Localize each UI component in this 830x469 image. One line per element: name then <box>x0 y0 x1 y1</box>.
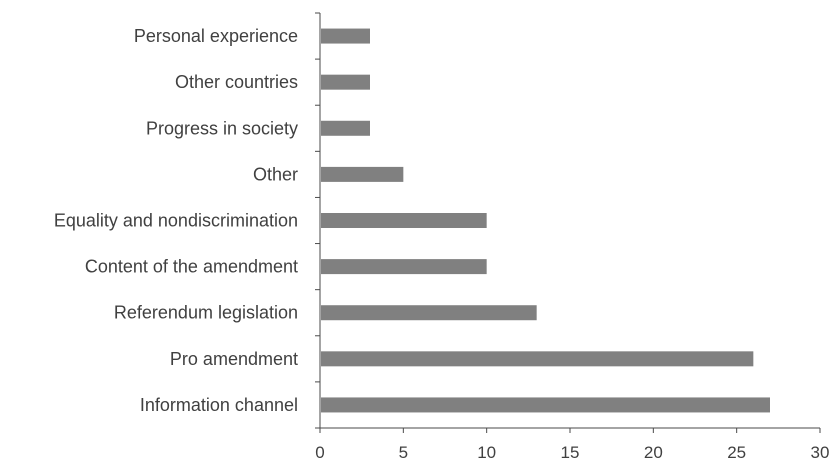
category-label: Other <box>253 164 298 184</box>
bar-equality-and-nondiscrimination <box>321 213 487 228</box>
category-label: Personal experience <box>134 26 298 46</box>
bar-referendum-legislation <box>321 305 537 321</box>
category-label: Pro amendment <box>170 349 298 369</box>
category-label: Other countries <box>175 72 298 92</box>
bar-content-of-the-amendment <box>321 259 487 275</box>
labels: Personal experience Other countries Progre… <box>54 26 830 462</box>
x-tick-label: 15 <box>561 443 580 462</box>
bar-personal-experience <box>321 28 370 44</box>
bar-other-countries <box>321 74 370 90</box>
category-label: Referendum legislation <box>114 303 298 323</box>
x-tick-label: 5 <box>399 443 408 462</box>
bars <box>321 28 770 413</box>
x-tick-label: 30 <box>811 443 830 462</box>
category-label: Equality and nondiscrimination <box>54 211 298 231</box>
axes <box>315 12 821 433</box>
x-tick-label: 10 <box>477 443 496 462</box>
bar-pro-amendment <box>321 351 754 367</box>
category-label: Information channel <box>140 395 298 415</box>
x-tick-label: 0 <box>315 443 324 462</box>
x-tick-label: 20 <box>644 443 663 462</box>
bar-information-channel <box>321 397 770 413</box>
category-label: Progress in society <box>146 118 298 138</box>
x-tick-label: 25 <box>727 443 746 462</box>
category-label: Content of the amendment <box>85 257 298 277</box>
bar-progress-in-society <box>321 120 370 136</box>
bar-other <box>321 166 404 182</box>
